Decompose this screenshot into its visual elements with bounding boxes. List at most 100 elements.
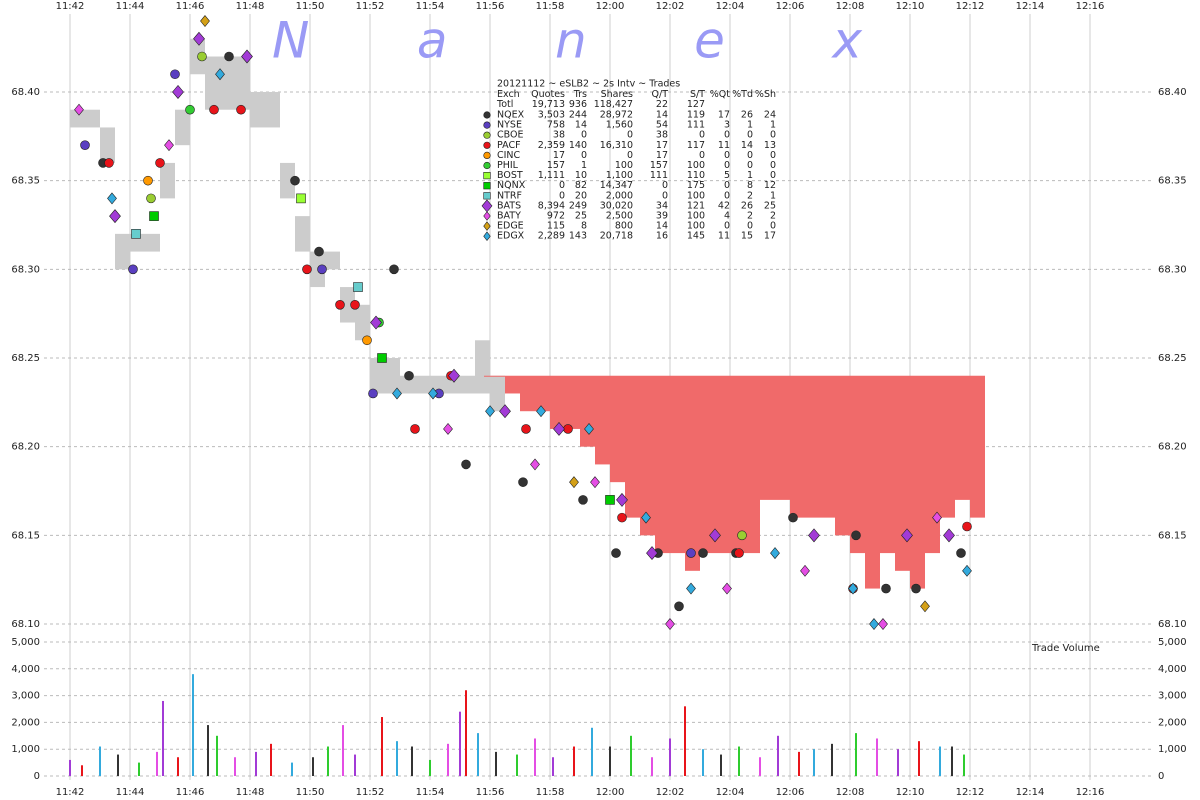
trade-marker bbox=[932, 511, 942, 524]
trade-marker bbox=[350, 299, 360, 310]
legend-cell: 13 bbox=[764, 140, 776, 151]
trade-marker bbox=[578, 495, 588, 505]
legend-row-name: PACF bbox=[497, 140, 521, 151]
x-tick-label-top: 12:02 bbox=[656, 1, 685, 12]
legend-cell: 972 bbox=[547, 211, 565, 222]
legend-cell: 17 bbox=[656, 140, 668, 151]
volume-bar bbox=[573, 746, 575, 776]
volume-bar bbox=[327, 746, 329, 776]
x-tick-label-bottom: 11:52 bbox=[356, 787, 385, 798]
volume-bar bbox=[552, 757, 554, 776]
x-tick-label-top: 12:14 bbox=[1016, 1, 1045, 12]
legend-cell: 1 bbox=[747, 120, 753, 131]
spread-band bbox=[520, 375, 535, 412]
spread-band bbox=[700, 375, 730, 554]
spread-band bbox=[730, 375, 760, 554]
volume-bar bbox=[855, 733, 857, 776]
spread-band bbox=[835, 375, 850, 536]
legend-row-name: NYSE bbox=[497, 120, 522, 131]
legend-cell: 111 bbox=[687, 120, 705, 131]
nbbo-band bbox=[340, 287, 355, 323]
legend-cell: 0 bbox=[747, 160, 753, 171]
trade-marker bbox=[611, 548, 621, 558]
volume-bar bbox=[117, 754, 119, 776]
trade-marker bbox=[616, 492, 628, 507]
legend-column-header: Quotes bbox=[531, 89, 565, 100]
legend-cell: 2 bbox=[770, 211, 776, 222]
volume-bar bbox=[162, 700, 164, 776]
legend-cell: 110 bbox=[687, 170, 705, 181]
legend-cell: 100 bbox=[615, 160, 633, 171]
volume-bar bbox=[963, 754, 965, 776]
nbbo-band bbox=[175, 109, 190, 146]
trade-marker bbox=[584, 422, 594, 435]
x-tick-label-bottom: 12:10 bbox=[896, 787, 925, 798]
spread-band bbox=[640, 375, 655, 536]
y-tick-label-right: 68.35 bbox=[1158, 176, 1187, 187]
volume-bar bbox=[831, 743, 833, 776]
x-tick-label-top: 12:16 bbox=[1076, 1, 1105, 12]
legend-cell: 0 bbox=[559, 190, 565, 201]
legend-marker bbox=[483, 192, 491, 200]
trade-marker bbox=[193, 31, 205, 46]
legend-cell: 0 bbox=[770, 221, 776, 232]
volume-bar bbox=[138, 762, 140, 776]
legend-row-name: BOST bbox=[497, 170, 523, 181]
trade-marker bbox=[553, 421, 565, 436]
legend-row-name: CINC bbox=[497, 150, 521, 161]
nbbo-band bbox=[205, 56, 235, 110]
trade-marker bbox=[530, 458, 540, 471]
volume-bar bbox=[459, 711, 461, 776]
legend-cell: 936 bbox=[569, 99, 587, 110]
trade-marker bbox=[851, 530, 861, 541]
legend-row-name: NTRF bbox=[497, 190, 522, 201]
x-tick-label-top: 11:42 bbox=[56, 1, 85, 12]
legend-cell: 0 bbox=[770, 160, 776, 171]
trade-marker bbox=[737, 530, 747, 541]
x-tick-label-top: 11:48 bbox=[236, 1, 265, 12]
volume-bar bbox=[291, 762, 293, 776]
volume-bar bbox=[255, 751, 257, 776]
legend-cell: 22 bbox=[656, 99, 668, 110]
legend-cell: 0 bbox=[662, 190, 668, 201]
legend-cell: 39 bbox=[656, 211, 668, 222]
trade-marker bbox=[236, 104, 246, 115]
volume-tick-label-left: 1,000 bbox=[11, 744, 40, 755]
trade-marker bbox=[131, 229, 141, 239]
legend-row-name: BATS bbox=[497, 200, 521, 211]
legend-marker bbox=[483, 111, 491, 119]
legend-cell: 17 bbox=[718, 110, 730, 121]
y-tick-label-right: 68.40 bbox=[1158, 87, 1187, 98]
nbbo-band bbox=[370, 358, 400, 394]
nbbo-band bbox=[160, 162, 175, 199]
legend-cell: 8 bbox=[581, 221, 587, 232]
legend-cell: 26 bbox=[741, 110, 753, 121]
legend-cell: 1 bbox=[581, 160, 587, 171]
trade-marker bbox=[353, 282, 363, 292]
volume-bar bbox=[609, 746, 611, 776]
volume-bar bbox=[495, 751, 497, 776]
x-tick-label-top: 11:56 bbox=[476, 1, 505, 12]
legend-cell: 17 bbox=[656, 150, 668, 161]
y-tick-label-left: 68.25 bbox=[11, 353, 40, 364]
volume-tick-label-right: 3,000 bbox=[1158, 691, 1187, 702]
trade-marker bbox=[164, 139, 174, 152]
trade-marker bbox=[536, 405, 546, 418]
legend-marker bbox=[483, 151, 491, 159]
volume-bar bbox=[777, 735, 779, 776]
x-tick-label-bottom: 12:08 bbox=[836, 787, 865, 798]
legend-cell: 38 bbox=[553, 130, 565, 141]
legend-cell: 0 bbox=[662, 180, 668, 191]
x-tick-label-bottom: 11:50 bbox=[296, 787, 325, 798]
volume-bar bbox=[630, 735, 632, 776]
spread-band bbox=[955, 375, 970, 500]
trade-marker bbox=[901, 528, 913, 543]
legend-cell: 17 bbox=[764, 231, 776, 242]
legend-cell: 121 bbox=[687, 200, 705, 211]
legend-cell: 111 bbox=[650, 170, 668, 181]
trade-marker bbox=[881, 583, 891, 594]
volume-tick-label-left: 0 bbox=[34, 771, 40, 782]
legend-cell: 117 bbox=[687, 140, 705, 151]
volume-tick-label-right: 2,000 bbox=[1158, 717, 1187, 728]
legend-cell: 20,718 bbox=[600, 231, 633, 242]
